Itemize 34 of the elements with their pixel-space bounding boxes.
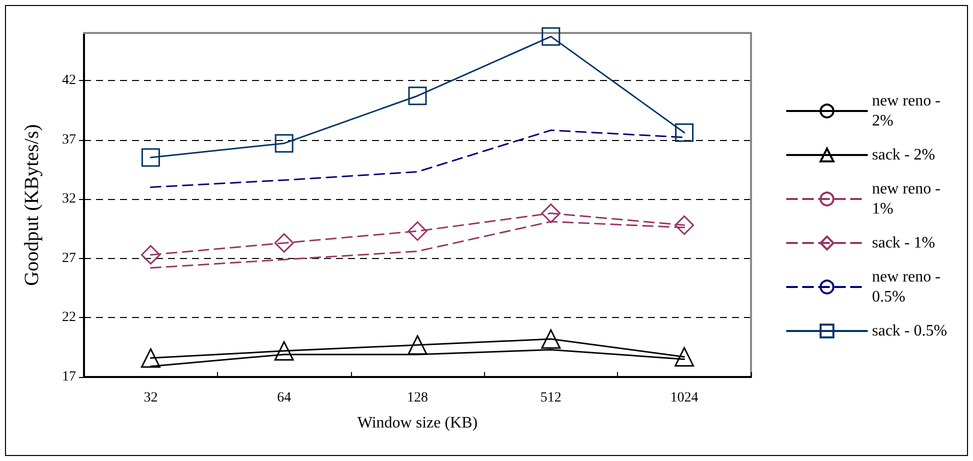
- y-tick-label: 37: [62, 132, 76, 148]
- point: [408, 86, 427, 106]
- y-tick-label: 22: [62, 310, 76, 326]
- legend-label: sack - 0.5%: [872, 322, 948, 340]
- legend-label: new reno - 0.5%: [872, 268, 944, 306]
- legend-label: new reno - 1%: [872, 180, 944, 218]
- x-tick-label: 64: [277, 390, 292, 406]
- point: [542, 27, 560, 46]
- y-tick-label: 42: [62, 72, 76, 88]
- legend-label: sack - 1%: [872, 234, 936, 252]
- x-tick-label: 32: [144, 390, 158, 406]
- x-tick-label: 512: [540, 390, 562, 406]
- x-tick-label: 1024: [670, 390, 698, 406]
- point: [141, 148, 160, 167]
- point: [674, 215, 694, 235]
- y-tick-label: 17: [62, 370, 76, 384]
- legend-label: new reno - 2%: [872, 92, 944, 130]
- point: [675, 123, 694, 142]
- y-axis-title: Goodput (KBytes/s): [21, 124, 43, 286]
- point: [674, 347, 694, 367]
- y-tick-label: 32: [62, 192, 76, 207]
- x-tick-label: 128: [407, 390, 428, 406]
- point: [541, 329, 561, 349]
- point: [140, 348, 160, 368]
- point: [274, 134, 294, 153]
- point: [140, 245, 160, 265]
- point: [541, 204, 561, 224]
- point: [408, 221, 428, 241]
- x-axis-title: Window size (KB): [357, 414, 478, 432]
- legend-label: sack - 2%: [872, 146, 936, 164]
- y-tick-label: 27: [62, 250, 76, 266]
- point: [274, 341, 294, 361]
- point: [408, 335, 428, 355]
- point: [274, 233, 294, 253]
